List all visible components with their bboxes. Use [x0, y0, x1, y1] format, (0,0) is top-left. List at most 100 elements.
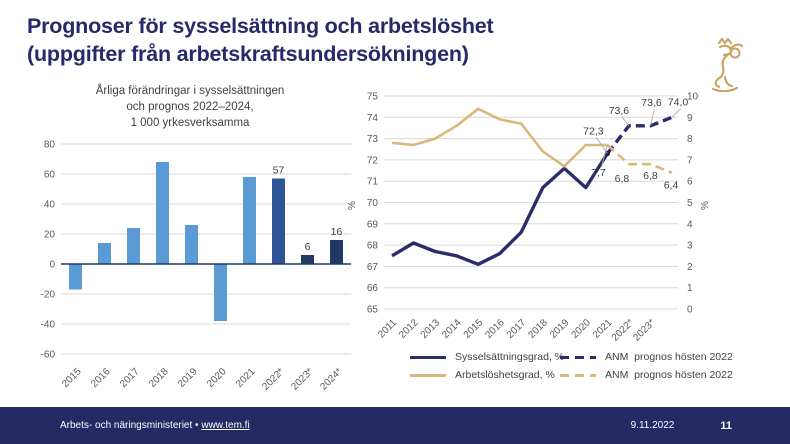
bar-chart-title-line1: Årliga förändringar i sysselsättningen: [95, 85, 285, 97]
page-title-line1: Prognoser för sysselsättning och arbetsl…: [27, 14, 494, 38]
x-tick-label: 2019: [548, 317, 572, 341]
x-tick-label: 2021: [234, 366, 258, 390]
label-leader-line: [650, 108, 655, 126]
dashed-beige-line-swatch-icon: [560, 373, 596, 377]
series-line-3: [606, 144, 673, 174]
bar-2020: [214, 263, 227, 321]
bar-2016: [98, 242, 111, 264]
right-tick-label: 1: [687, 283, 693, 294]
x-tick-label: 2013: [419, 317, 443, 341]
bar-2018: [156, 161, 169, 264]
point-value-label: 6,8: [643, 170, 658, 182]
x-tick-label: 2016: [483, 317, 507, 341]
bar-2015: [69, 263, 82, 290]
x-tick-label: 2023*: [289, 366, 315, 392]
left-tick-label: 67: [367, 262, 379, 273]
left-tick-label: 68: [367, 241, 379, 252]
y-tick-label: 80: [44, 139, 56, 150]
x-tick-label: 2018: [526, 317, 550, 341]
bar-chart-title-line3: 1 000 yrkesverksamma: [130, 116, 250, 129]
right-axis-unit-label: %: [700, 201, 711, 210]
point-value-label: 73,6: [609, 105, 630, 117]
x-tick-label: 2024*: [318, 366, 344, 392]
left-tick-label: 65: [367, 305, 379, 316]
label-leader-line: [621, 116, 630, 127]
y-tick-label: 0: [49, 259, 55, 270]
page-number: 11: [720, 419, 732, 432]
y-tick-label: 60: [44, 169, 56, 180]
x-tick-label: 2020: [569, 317, 593, 341]
left-tick-label: 66: [367, 283, 379, 294]
left-tick-label: 69: [367, 219, 379, 230]
point-value-label: 74,0: [668, 96, 689, 108]
left-tick-label: 72: [367, 155, 379, 166]
right-tick-label: 5: [687, 198, 693, 209]
right-tick-label: 3: [687, 241, 693, 252]
point-value-label: 6,8: [615, 173, 630, 185]
bar-chart-block: Årliga förändringar i sysselsättningen o…: [25, 84, 357, 412]
lion-coat-of-arms-icon: [711, 37, 744, 93]
point-value-label: 72,3: [583, 126, 604, 138]
point-value-label: 6,4: [664, 180, 679, 192]
series-line-2: [391, 107, 608, 168]
left-tick-label: 74: [367, 113, 379, 124]
left-tick-label: 73: [367, 134, 379, 145]
bar-chart-title-line2: och prognos 2022–2024,: [126, 100, 254, 113]
x-tick-label: 2019: [176, 366, 200, 390]
x-tick-label: 2017: [118, 366, 142, 390]
right-tick-label: 6: [687, 177, 693, 188]
bar-2023*: [301, 254, 314, 264]
x-tick-label: 2023*: [631, 317, 657, 342]
right-tick-label: 9: [687, 113, 693, 124]
footer-bar: Arbets- och näringsministeriet • www.tem…: [0, 407, 790, 444]
x-tick-label: 2015: [60, 366, 84, 390]
bar-value-label: 6: [305, 241, 311, 253]
y-tick-label: -40: [41, 319, 56, 330]
solid-navy-line-swatch-icon: [410, 355, 446, 359]
x-tick-label: 2011: [376, 317, 399, 340]
right-tick-label: 8: [687, 134, 693, 145]
footer-date: 9.11.2022: [630, 420, 675, 431]
bar-value-label: 57: [273, 164, 285, 176]
left-tick-label: 70: [367, 198, 379, 209]
x-tick-label: 2022*: [610, 317, 636, 342]
x-tick-label: 2017: [505, 317, 529, 341]
series-line-1: [606, 115, 673, 155]
bar-2017: [127, 227, 140, 264]
point-value-label: 7,7: [591, 167, 606, 179]
x-tick-label: 2018: [147, 366, 171, 390]
point-value-label: 73,6: [641, 97, 662, 109]
chart-legend: Sysselsättningsgrad, % ANM prognos höste…: [410, 351, 733, 381]
legend-item-employment-rate: Sysselsättningsgrad, %: [410, 351, 564, 363]
y-tick-label: 40: [44, 199, 56, 210]
x-tick-label: 2022*: [260, 366, 286, 392]
x-tick-label: 2020: [205, 366, 229, 390]
y-tick-label: -20: [41, 289, 56, 300]
left-tick-label: 75: [367, 92, 379, 103]
solid-beige-line-swatch-icon: [410, 373, 446, 377]
right-tick-label: 0: [687, 305, 693, 316]
x-tick-label: 2016: [89, 366, 113, 390]
line-chart-block: 75 74 73 72 71 70 69 68 67 66 65 10 9 8 7 6 5 4 3 2 1 0%% 2011…: [346, 80, 766, 382]
legend-item-anm-forecast-employment: ANM prognos hösten 2022: [560, 351, 733, 363]
left-tick-label: 71: [367, 177, 379, 188]
right-tick-label: 4: [687, 219, 693, 230]
bar-2024*: [330, 239, 343, 264]
footer-org-text: Arbets- och näringsministeriet •: [60, 420, 202, 431]
bar-2022*: [272, 178, 285, 264]
dashed-navy-line-swatch-icon: [560, 355, 596, 359]
label-leader-line: [600, 144, 608, 168]
left-axis-unit-label: %: [347, 201, 358, 210]
label-leader-line: [671, 107, 682, 118]
bar-value-label: 16: [331, 226, 343, 238]
bar-chart-title: Årliga förändringar i sysselsättningen o…: [25, 84, 355, 132]
legend-item-anm-forecast-unemployment: ANM prognos hösten 2022: [560, 369, 733, 381]
right-tick-label: 10: [687, 92, 699, 103]
tem-website-link[interactable]: www.tem.fi: [201, 420, 250, 431]
footer-right: 9.11.2022 11: [631, 420, 732, 432]
bar-2021: [243, 176, 256, 264]
bar-2019: [185, 224, 198, 264]
x-tick-label: 2014: [440, 317, 464, 341]
